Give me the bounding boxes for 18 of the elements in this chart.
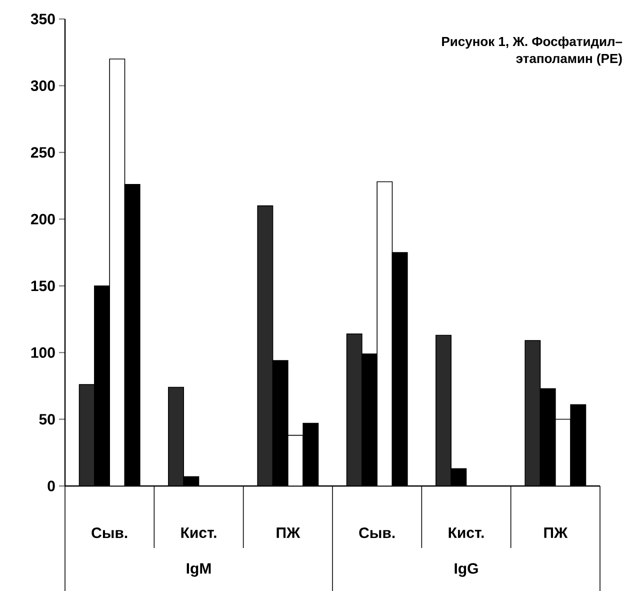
y-tick-label: 100 bbox=[31, 347, 55, 358]
x-tick-label: Сыв. bbox=[359, 527, 395, 538]
x-tick-label: Сыв. bbox=[92, 527, 128, 538]
x-tick-label: ПЖ bbox=[544, 527, 568, 538]
y-tick-label: 50 bbox=[39, 414, 55, 424]
text: IgM bbox=[186, 563, 211, 577]
y-tick-label: 200 bbox=[30, 214, 55, 224]
y-tick-label: 150 bbox=[31, 280, 55, 291]
text: Рисунок 1, Ж. Фосфатидил– bbox=[442, 36, 622, 48]
x-tick-label: Кист. bbox=[448, 527, 484, 538]
text: IgG bbox=[454, 562, 478, 577]
y-tick-label: 350 bbox=[30, 13, 55, 24]
y-tick-label: 250 bbox=[30, 146, 55, 158]
x-tick-label: ПЖ bbox=[276, 527, 300, 538]
y-tick-label: 0 bbox=[48, 480, 55, 492]
y-tick-label: 300 bbox=[30, 80, 55, 91]
text: этаполамин (PE) bbox=[516, 53, 622, 66]
x-tick-label: Кист. bbox=[181, 527, 216, 538]
